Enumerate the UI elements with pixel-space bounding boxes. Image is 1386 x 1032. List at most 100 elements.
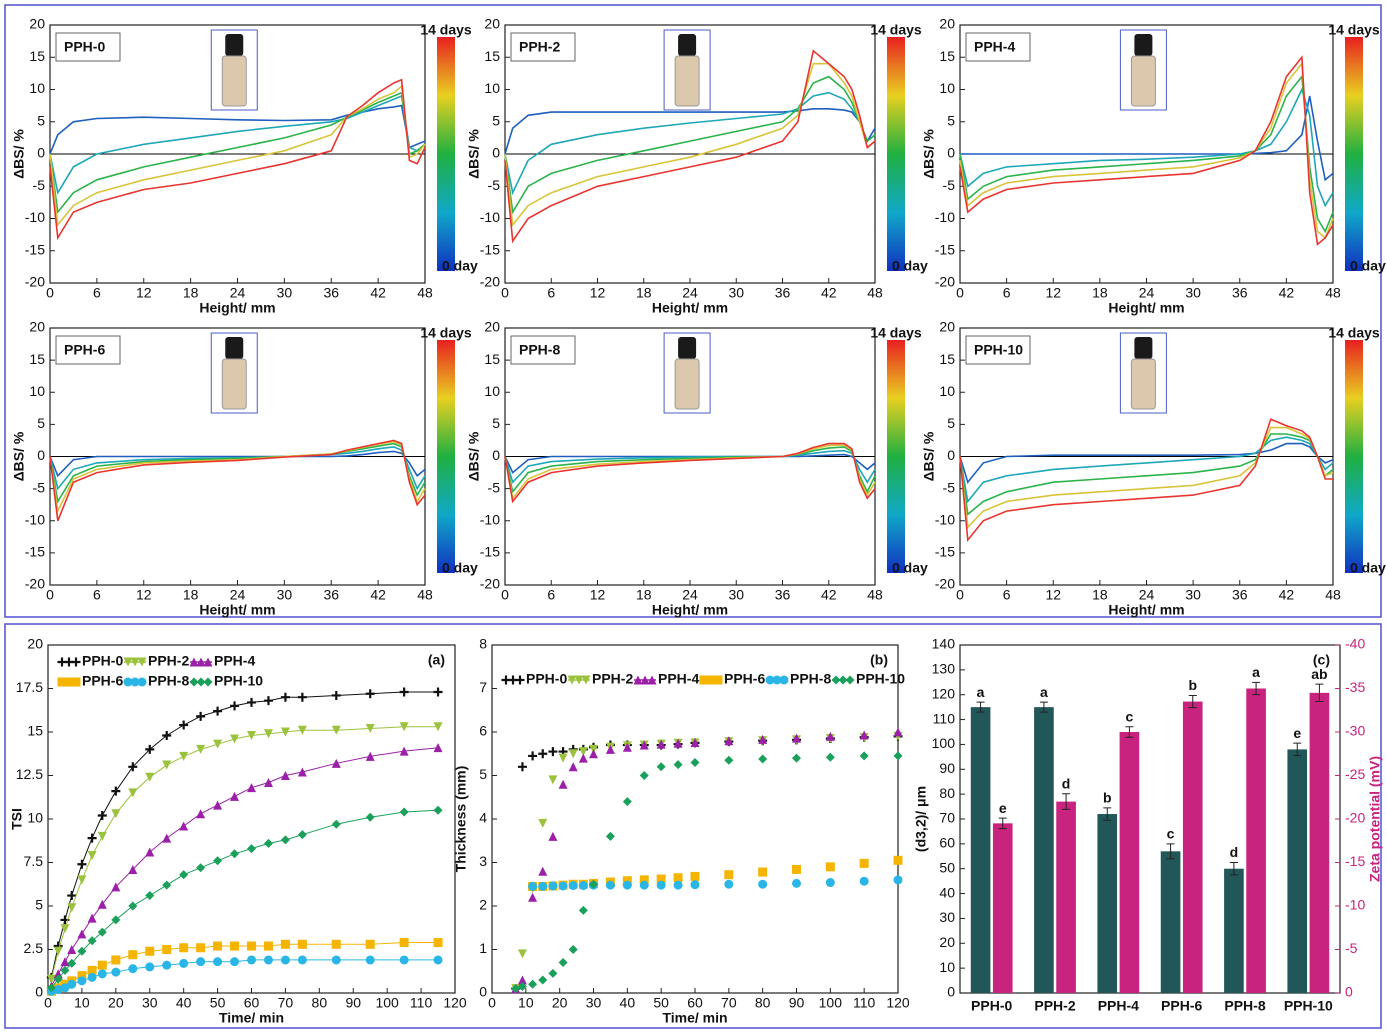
marker — [204, 678, 213, 687]
marker — [77, 976, 86, 985]
legend-label: PPH-8 — [148, 673, 189, 689]
y-tick-label: 0 — [37, 145, 45, 161]
marker — [281, 940, 290, 949]
panel-title: PPH-10 — [974, 342, 1023, 358]
x-tick-label: 24 — [230, 285, 246, 301]
marker — [691, 758, 700, 767]
x-tick-label: 120 — [886, 995, 910, 1011]
series-line — [505, 109, 875, 154]
marker — [758, 880, 767, 889]
legend-label: PPH-6 — [724, 671, 765, 687]
x-axis-title: Height/ mm — [199, 300, 275, 316]
marker — [247, 942, 256, 951]
y-tick-label: 5 — [37, 415, 45, 431]
bar — [971, 707, 991, 993]
colorbar-top-label: 14 days — [420, 325, 472, 341]
y2-tick-label: -40 — [1345, 636, 1365, 652]
y-tick-label: 50 — [939, 859, 955, 875]
y-tick-label: 10 — [484, 383, 500, 399]
marker — [606, 832, 615, 841]
bar — [1224, 869, 1244, 993]
marker — [758, 868, 767, 877]
vial-cap — [678, 337, 696, 359]
x-tick-label: 48 — [867, 285, 883, 301]
x-tick-label: 36 — [323, 587, 339, 603]
x-tick-label: 6 — [547, 285, 555, 301]
y-tick-label: 0 — [479, 984, 487, 1000]
y-tick-label: 20 — [484, 319, 500, 335]
marker — [111, 955, 120, 964]
x-tick-label: 6 — [93, 285, 101, 301]
marker — [569, 881, 578, 890]
marker — [264, 839, 273, 848]
y-tick-label: 130 — [932, 661, 956, 677]
y2-tick-label: -25 — [1345, 766, 1365, 782]
marker — [281, 771, 290, 780]
x-tick-label: 30 — [1185, 587, 1201, 603]
x-tick-label: 24 — [1139, 285, 1155, 301]
marker — [98, 832, 107, 841]
marker — [366, 955, 375, 964]
figure: -20-15-10-5051015200612182430364248Heigh… — [0, 0, 1386, 1032]
vial-body — [1131, 56, 1155, 106]
x-tick-label: 36 — [323, 285, 339, 301]
bar — [1246, 689, 1266, 994]
colorbar — [1345, 340, 1363, 573]
x-tick-label: PPH-0 — [971, 998, 1012, 1014]
marker — [230, 701, 239, 710]
y-tick-label: -10 — [935, 209, 955, 225]
series-line — [50, 444, 425, 502]
marker — [780, 676, 789, 685]
x-tick-label: 0 — [956, 285, 964, 301]
marker — [230, 957, 239, 966]
colorbar-bottom-label: 0 day — [442, 258, 478, 274]
marker — [98, 961, 107, 970]
marker — [213, 740, 222, 749]
marker — [528, 751, 537, 760]
marker — [88, 914, 97, 923]
marker — [111, 809, 120, 818]
y-tick-label: 20 — [27, 636, 43, 652]
x-tick-label: 24 — [1139, 587, 1155, 603]
marker — [264, 955, 273, 964]
y-tick-label: -5 — [488, 177, 501, 193]
panel-title: PPH-2 — [519, 39, 560, 55]
marker — [792, 754, 801, 763]
marker — [623, 797, 632, 806]
y-tick-label: 6 — [479, 723, 487, 739]
marker — [72, 658, 81, 667]
marker — [366, 689, 375, 698]
legend-label: PPH-4 — [658, 671, 699, 687]
plot-frame — [492, 645, 898, 993]
x-tick-label: 100 — [819, 995, 843, 1011]
x-tick-label: 30 — [1185, 285, 1201, 301]
x-tick-label: 30 — [728, 285, 744, 301]
colorbar — [887, 340, 905, 573]
colorbar-top-label: 14 days — [870, 22, 922, 38]
significance-letter: e — [1293, 725, 1301, 741]
x-tick-label: 100 — [375, 995, 399, 1011]
x-tick-label: 30 — [277, 587, 293, 603]
x-axis-title: Height/ mm — [652, 300, 728, 316]
marker — [400, 955, 409, 964]
y-tick-label: 5 — [479, 766, 487, 782]
y-tick-label: 0 — [37, 447, 45, 463]
x-tick-label: PPH-10 — [1284, 998, 1333, 1014]
y-tick-label: -20 — [935, 576, 955, 592]
y-axis-title: (d3,2)/ μm — [913, 786, 929, 852]
y-tick-label: 80 — [939, 785, 955, 801]
y-tick-label: -10 — [25, 511, 45, 527]
marker — [860, 859, 869, 868]
bar — [1287, 749, 1307, 993]
series-line — [960, 428, 1333, 528]
marker — [162, 834, 171, 843]
marker — [826, 862, 835, 871]
marker — [298, 955, 307, 964]
marker — [548, 832, 557, 841]
series-line — [505, 447, 875, 492]
y-tick-label: -20 — [25, 274, 45, 290]
x-tick-label: 20 — [108, 995, 124, 1011]
bar — [1034, 707, 1054, 993]
marker — [516, 676, 525, 685]
significance-letter: a — [1040, 684, 1048, 700]
